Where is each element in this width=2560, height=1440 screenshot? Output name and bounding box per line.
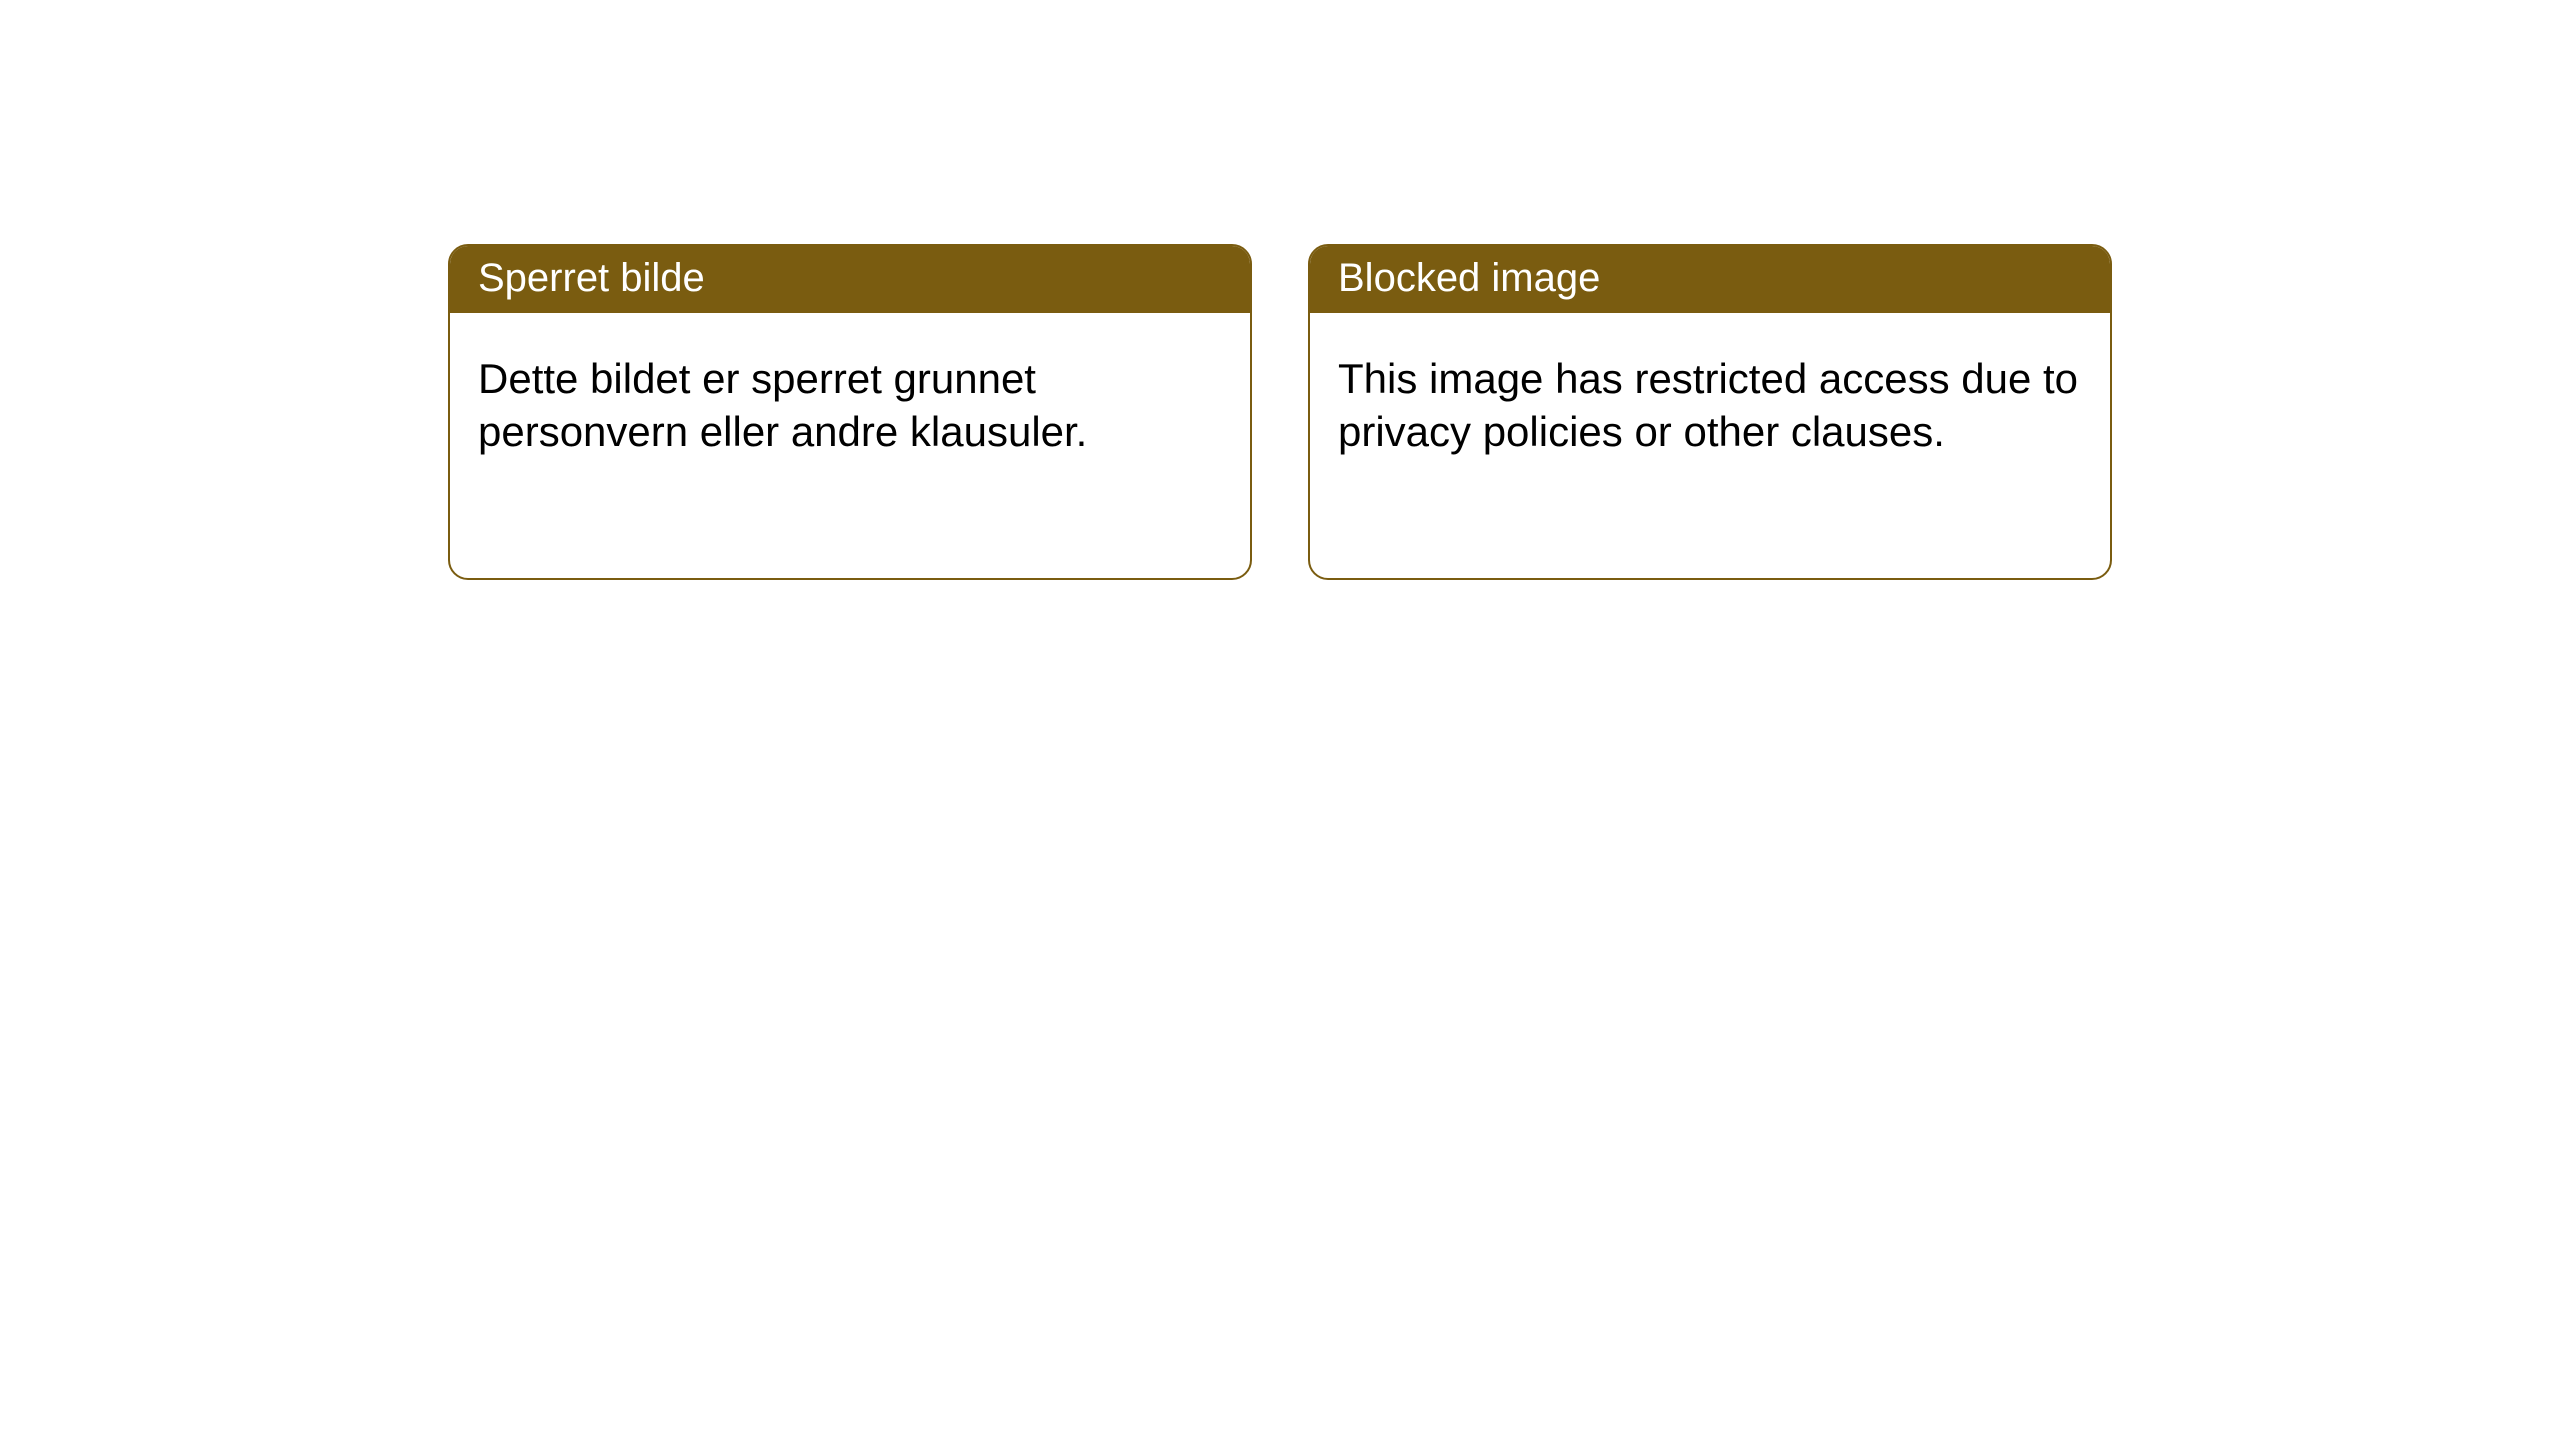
card-body: This image has restricted access due to … xyxy=(1310,313,2110,486)
notice-card-norwegian: Sperret bilde Dette bildet er sperret gr… xyxy=(448,244,1252,580)
notice-cards-container: Sperret bilde Dette bildet er sperret gr… xyxy=(0,0,2560,580)
card-body: Dette bildet er sperret grunnet personve… xyxy=(450,313,1250,486)
card-title: Sperret bilde xyxy=(450,246,1250,313)
card-title: Blocked image xyxy=(1310,246,2110,313)
notice-card-english: Blocked image This image has restricted … xyxy=(1308,244,2112,580)
